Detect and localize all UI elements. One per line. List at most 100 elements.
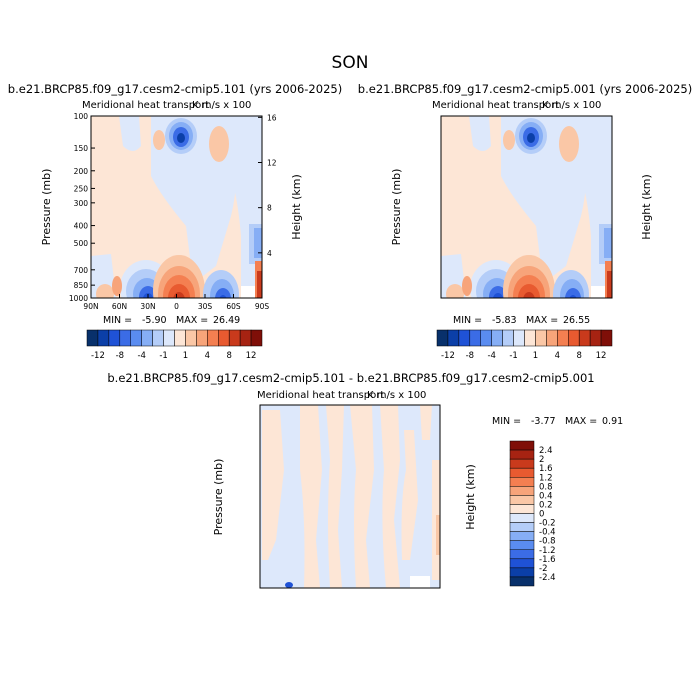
colorbar-swatch: [513, 329, 525, 347]
lat-tick-label: 90S: [255, 302, 270, 311]
pressure-tick-label: 200: [74, 167, 89, 176]
colorbar-swatch: [152, 329, 164, 347]
colorbar-label: 4: [205, 351, 210, 361]
height-tick-label: 4: [267, 249, 272, 258]
colorbar-swatch: [535, 329, 547, 347]
pressure-tick-label: 300: [74, 199, 89, 208]
height-tick-label: 16: [267, 113, 277, 122]
colorbar-swatch: [509, 576, 535, 587]
colorbar-diff: 2.421.61.20.80.40.20-0.2-0.4-0.8-1.2-1.6…: [509, 440, 556, 587]
ylabel-left: Pressure (mb): [390, 169, 403, 246]
colorbar-label: 12: [596, 351, 607, 361]
colorbar-swatch: [97, 329, 110, 347]
colorbar-swatch: [557, 329, 569, 347]
pressure-tick-label: 700: [74, 266, 89, 275]
colorbar-swatch: [509, 486, 535, 496]
stat-max: 0.91: [602, 416, 623, 427]
plot-frame: [440, 115, 613, 299]
stat-min: -5.90: [142, 315, 167, 326]
pressure-tick-label: 250: [74, 184, 89, 193]
colorbar-label: 1: [533, 351, 538, 361]
colorbar-label: -2.4: [539, 573, 556, 583]
lat-tick-label: 0: [174, 302, 179, 311]
height-tick-label: 12: [267, 159, 277, 168]
colorbar-swatch: [163, 329, 175, 347]
colorbar-label: -1.2: [539, 546, 556, 556]
colorbar-swatch: [509, 522, 535, 532]
panel-top-right: b.e21.BRCP85.f09_g17.cesm2-cmip5.001 (yr…: [358, 82, 692, 361]
panel-units: K m/s x 100: [542, 100, 601, 111]
panel-bottom-diff: b.e21.BRCP85.f09_g17.cesm2-cmip5.101 - b…: [107, 371, 623, 589]
panel-top-left: b.e21.BRCP85.f09_g17.cesm2-cmip5.101 (yr…: [8, 82, 342, 361]
colorbar-swatch: [480, 329, 492, 347]
colorbar-swatch: [578, 329, 591, 347]
lat-tick-label: 60S: [226, 302, 241, 311]
colorbar-label: 0.2: [539, 500, 553, 510]
colorbar-swatch: [108, 329, 121, 347]
colorbar-label: -0.8: [539, 537, 556, 547]
colorbar-swatch: [141, 329, 153, 347]
stat-max-label: MAX =: [565, 416, 597, 427]
colorbar-swatch: [228, 329, 241, 347]
ylabel-right: Height (km): [464, 464, 477, 530]
colorbar-top-left: -12 -8 -4 -1 1 4 8 12: [86, 329, 263, 361]
colorbar-swatch: [509, 531, 535, 541]
colorbar-label: -1.6: [539, 555, 556, 565]
colorbar-swatch: [239, 329, 252, 347]
stat-min-label: MIN =: [492, 416, 521, 427]
lat-tick-label: 90N: [83, 302, 98, 311]
page-title: SON: [332, 53, 369, 73]
colorbar-label: -0.4: [539, 528, 556, 538]
colorbar-swatch: [491, 329, 503, 347]
colorbar-label: -8: [466, 351, 474, 361]
colorbar-label: 1.6: [539, 464, 553, 474]
colorbar-label: 0: [539, 510, 544, 520]
colorbar-swatch: [589, 329, 602, 347]
colorbar-label: 1: [183, 351, 188, 361]
colorbar-swatch: [218, 329, 230, 347]
panel-title: b.e21.BRCP85.f09_g17.cesm2-cmip5.001 (yr…: [358, 82, 692, 96]
colorbar-label: -1: [509, 351, 517, 361]
colorbar-label: -1: [159, 351, 167, 361]
colorbar-swatch: [509, 540, 535, 550]
panel-subtitle: Meridional heat transport: [432, 100, 559, 111]
colorbar-swatch: [502, 329, 514, 347]
colorbar-label: -0.2: [539, 519, 556, 529]
colorbar-label: 4: [555, 351, 560, 361]
pressure-tick-label: 850: [74, 281, 89, 290]
panel-title: b.e21.BRCP85.f09_g17.cesm2-cmip5.101 (yr…: [8, 82, 342, 96]
colorbar-label: -12: [441, 351, 455, 361]
colorbar-swatch: [447, 329, 460, 347]
colorbar-swatch: [509, 458, 535, 469]
colorbar-swatch: [469, 329, 481, 347]
colorbar-swatch: [509, 495, 535, 505]
pressure-tick-label: 1000: [69, 294, 88, 303]
colorbar-swatch: [119, 329, 131, 347]
height-tick-label: 8: [267, 204, 272, 213]
colorbar-top-right: -12 -8 -4 -1 1 4 8 12: [436, 329, 613, 361]
colorbar-swatch: [568, 329, 580, 347]
colorbar-swatch: [509, 449, 535, 460]
colorbar-swatch: [130, 329, 142, 347]
colorbar-swatch: [509, 477, 535, 487]
panel-units: K m/s x 100: [192, 100, 251, 111]
colorbar-swatch: [86, 329, 99, 347]
colorbar-label: -8: [116, 351, 124, 361]
axes: 100 150 200 250 300 400 500 700 850 1000 16 12 8 4 90N…: [69, 112, 277, 311]
pressure-tick-label: 150: [74, 144, 89, 153]
colorbar-swatch: [600, 329, 613, 347]
colorbar-label: 0.4: [539, 491, 553, 501]
colorbar-swatch: [509, 504, 535, 514]
lat-tick-label: 30N: [140, 302, 155, 311]
pressure-tick-label: 400: [74, 222, 89, 231]
plot-frame: [259, 404, 441, 589]
stat-max: 26.55: [563, 315, 590, 326]
colorbar-label: 0.8: [539, 482, 553, 492]
colorbar-swatch: [436, 329, 449, 347]
colorbar-swatch: [196, 329, 208, 347]
colorbar-swatch: [509, 558, 535, 569]
ylabel-left: Pressure (mb): [212, 459, 225, 536]
colorbar-swatch: [509, 513, 535, 523]
panel-subtitle: Meridional heat transport100150200250300…: [82, 100, 209, 111]
